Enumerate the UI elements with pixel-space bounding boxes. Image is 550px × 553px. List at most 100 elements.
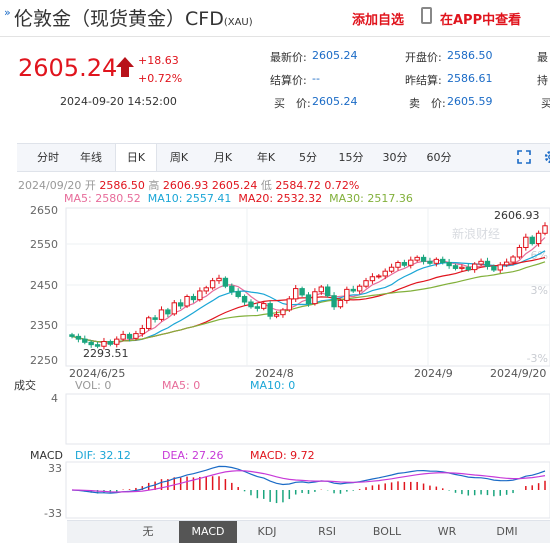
field-value: -- <box>312 72 320 85</box>
candle-body <box>165 309 171 315</box>
tab-15min[interactable]: 15分 <box>338 151 364 164</box>
candle-body <box>241 295 248 303</box>
tab-daily-k[interactable]: 日K <box>115 144 157 171</box>
indicator-tab-wr[interactable]: WR <box>437 525 457 538</box>
tab-year-line[interactable]: 年线 <box>80 151 102 164</box>
candle-body <box>420 256 427 262</box>
candle-body <box>69 334 75 337</box>
field-value: 2586.61 <box>447 72 493 85</box>
candle-body <box>216 277 222 282</box>
candle-body <box>126 333 133 339</box>
candle-body <box>401 262 408 266</box>
ma5-line <box>71 237 546 345</box>
candle-body <box>471 263 478 271</box>
indicator-tab-none[interactable]: 无 <box>142 525 154 538</box>
candle-body <box>516 247 523 258</box>
candle-body <box>273 314 280 317</box>
indicator-tab-boll[interactable]: BOLL <box>372 525 402 538</box>
field-label-cut: 最 <box>537 51 548 64</box>
tab-60min[interactable]: 60分 <box>426 151 452 164</box>
dea-legend: DEA: 27.26 <box>162 449 223 462</box>
macd-legend: MACD: 9.72 <box>250 449 315 462</box>
candle-body <box>235 291 241 297</box>
candle-body <box>299 288 305 296</box>
candle-body <box>510 256 516 263</box>
tab-yearly-k[interactable]: 年K <box>256 151 276 164</box>
period-tabs: 分时 年线 日K 周K 月K 年K 5分 15分 30分 60分 <box>17 143 550 172</box>
candle-body <box>82 338 88 343</box>
last-price: 2605.24 <box>18 54 118 82</box>
indicator-tab-rsi[interactable]: RSI <box>318 525 336 538</box>
candle-body <box>427 260 433 264</box>
tab-30min[interactable]: 30分 <box>382 151 408 164</box>
candle-body <box>414 256 420 261</box>
up-arrow-icon <box>116 57 134 77</box>
candle-body <box>324 286 331 297</box>
field-value: 2605.59 <box>447 95 493 108</box>
y-right-tick: -3% <box>527 352 548 365</box>
candle-body <box>465 266 471 271</box>
add-watchlist-button[interactable]: 添加自选 <box>352 13 405 28</box>
candle-body <box>267 303 273 317</box>
candle-body <box>146 317 152 329</box>
candle-body <box>293 288 299 300</box>
phone-icon[interactable] <box>421 7 432 24</box>
macd-axis-top: 33 <box>48 462 62 475</box>
tab-minute[interactable]: 分时 <box>37 151 59 164</box>
macd-axis-bottom: -33 <box>44 507 62 520</box>
vol-ma10-legend: MA10: 0 <box>250 379 295 392</box>
candle-body <box>286 298 293 311</box>
kline-chart[interactable]: 2650 2550 2450 2350 2250 6% 3% -3% 新浪财经 … <box>0 200 550 520</box>
field-label: 最新价: <box>270 51 307 64</box>
candle-body <box>440 258 446 264</box>
candle-body <box>382 270 388 277</box>
candle-body <box>184 295 190 307</box>
x-label: 2024/9/20 <box>490 367 546 380</box>
candle-body <box>350 288 356 292</box>
field-label: 结算价: <box>270 74 307 87</box>
open-in-app-button[interactable]: 在APP中查看 <box>440 13 522 28</box>
candle-body <box>478 260 484 265</box>
indicator-tab-dmi[interactable]: DMI <box>496 525 518 538</box>
field-label: 买 价: <box>274 97 311 110</box>
candle-body <box>452 265 459 269</box>
indicator-tabs: 无 MACD KDJ RSI BOLL WR DMI <box>67 520 550 543</box>
y-right-tick: 6% <box>531 249 548 262</box>
candle-body <box>529 236 535 245</box>
field-value: 2605.24 <box>312 49 358 62</box>
tab-monthly-k[interactable]: 月K <box>213 151 233 164</box>
candle-body <box>356 285 363 292</box>
ma30-legend: MA30: 2517.36 <box>329 192 413 205</box>
candle-body <box>535 232 542 245</box>
macd-label: MACD <box>30 449 63 462</box>
y-tick: 2650 <box>30 204 58 217</box>
watermark: 新浪财经 <box>452 226 500 241</box>
macd-pane-frame <box>65 461 550 519</box>
candle-body <box>248 301 254 308</box>
candle-body <box>376 275 382 278</box>
field-label: 开盘价: <box>405 51 442 64</box>
gear-icon[interactable] <box>543 149 550 165</box>
indicator-tab-macd[interactable]: MACD <box>179 521 237 543</box>
candle-body <box>542 225 548 234</box>
candle-body <box>433 258 440 264</box>
candle-body <box>318 286 324 293</box>
candle-body <box>171 302 177 315</box>
tab-weekly-k[interactable]: 周K <box>169 151 189 164</box>
x-label: 2024/8 <box>255 367 294 380</box>
vol-ma5-legend: MA5: 0 <box>162 379 200 392</box>
candle-body <box>446 262 452 267</box>
candle-body <box>388 266 395 272</box>
ma5-legend: MA5: 2580.52 <box>64 192 141 205</box>
tab-5min[interactable]: 5分 <box>299 151 317 164</box>
dea-line <box>71 470 546 493</box>
y-tick: 2350 <box>30 319 58 332</box>
fullscreen-icon[interactable] <box>517 150 531 164</box>
price-change: +18.63 +0.72% <box>138 52 182 88</box>
candle-body <box>139 327 146 335</box>
candle-body <box>114 338 120 345</box>
macd-histogram <box>77 476 546 504</box>
indicator-tab-kdj[interactable]: KDJ <box>257 525 277 538</box>
breadcrumb-arrow-icon[interactable]: » <box>4 6 11 19</box>
y-tick: 2450 <box>30 279 58 292</box>
